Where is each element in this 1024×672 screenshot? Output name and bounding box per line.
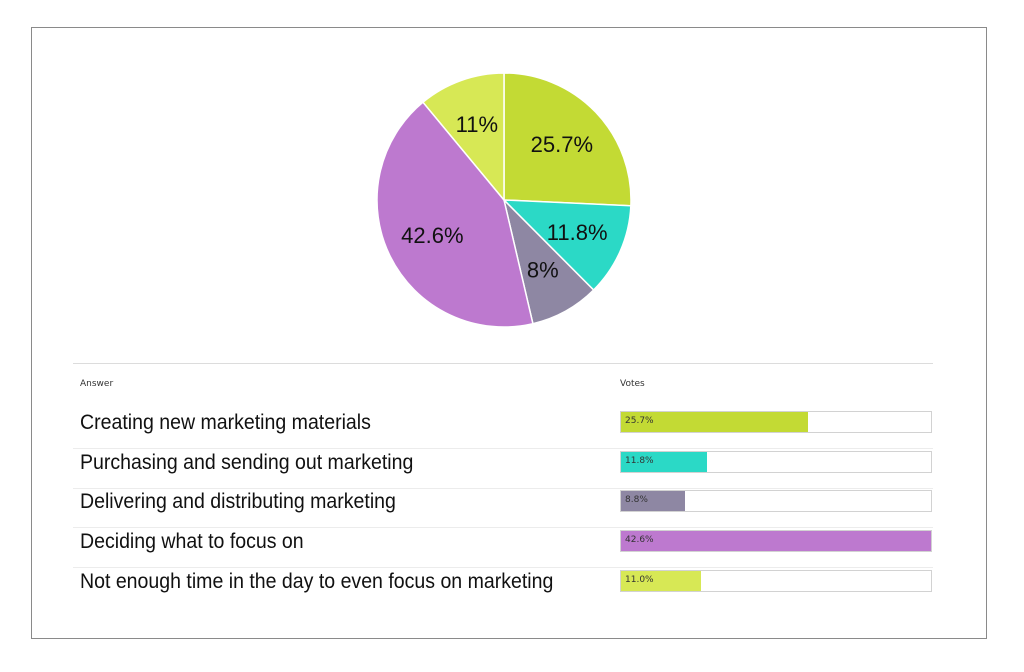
vote-percent: 11.0% xyxy=(625,575,654,585)
vote-bar-fill xyxy=(621,531,931,551)
vote-bar: 11.8% xyxy=(620,451,932,473)
vote-bar-fill xyxy=(621,571,702,591)
pie-chart: 25.7% 11.8% 8% 42.6% 11% xyxy=(376,72,632,328)
pie-slice-no-time xyxy=(421,72,505,203)
row-divider xyxy=(73,527,933,528)
answer-label: Purchasing and sending out marketing xyxy=(80,451,414,474)
table-row: Deciding what to focus on 42.6% xyxy=(73,530,933,568)
vote-percent: 25.7% xyxy=(625,416,654,426)
row-divider xyxy=(73,488,933,489)
row-divider xyxy=(73,448,933,449)
answer-label: Not enough time in the day to even focus… xyxy=(80,570,554,593)
answer-label: Creating new marketing materials xyxy=(80,411,371,434)
table-row: Creating new marketing materials 25.7% xyxy=(73,411,933,449)
row-divider xyxy=(73,567,933,568)
answer-label: Delivering and distributing marketing xyxy=(80,490,396,513)
pie-slice-label: 25.7% xyxy=(531,132,593,157)
pie-slice-creating xyxy=(503,72,632,207)
vote-percent: 42.6% xyxy=(625,535,654,545)
pie-slice-label: 11% xyxy=(456,112,498,137)
pie-slice-label: 11.8% xyxy=(547,220,608,245)
table-row: Purchasing and sending out marketing 11.… xyxy=(73,451,933,489)
vote-bar-fill xyxy=(621,412,809,432)
vote-bar: 11.0% xyxy=(620,570,932,592)
vote-bar: 42.6% xyxy=(620,530,932,552)
vote-percent: 11.8% xyxy=(625,456,654,466)
table-row: Delivering and distributing marketing 8.… xyxy=(73,490,933,528)
vote-bar: 25.7% xyxy=(620,411,932,433)
pie-slice-label: 42.6% xyxy=(401,223,463,248)
vote-bar-fill xyxy=(621,491,686,511)
vote-percent: 8.8% xyxy=(625,495,648,505)
votes-column-header: Votes xyxy=(620,379,645,389)
divider xyxy=(73,363,933,364)
pie-slice-deciding xyxy=(376,101,534,328)
vote-bar: 8.8% xyxy=(620,490,932,512)
answer-column-header: Answer xyxy=(80,379,114,389)
pie-slice-label: 8% xyxy=(527,257,559,282)
vote-bar-fill xyxy=(621,452,707,472)
pie-slice-purchasing xyxy=(502,199,632,292)
table-row: Not enough time in the day to even focus… xyxy=(73,570,933,608)
answer-label: Deciding what to focus on xyxy=(80,530,304,553)
